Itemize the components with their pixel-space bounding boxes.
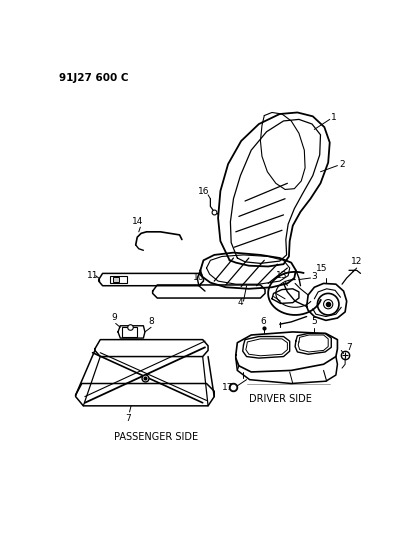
- Text: DRIVER SIDE: DRIVER SIDE: [249, 393, 312, 403]
- Text: 17: 17: [222, 383, 234, 392]
- Text: 5: 5: [311, 317, 317, 326]
- Text: 8: 8: [148, 317, 154, 326]
- Text: 16: 16: [198, 187, 209, 196]
- Text: 4: 4: [238, 298, 243, 307]
- Text: PASSENGER SIDE: PASSENGER SIDE: [114, 432, 198, 442]
- Text: 13: 13: [276, 271, 288, 280]
- Text: 12: 12: [351, 257, 363, 265]
- Text: 7: 7: [346, 343, 352, 352]
- Text: 9: 9: [111, 313, 117, 322]
- Text: 14: 14: [131, 216, 143, 225]
- Text: 1: 1: [331, 114, 337, 123]
- Bar: [122, 327, 137, 336]
- Text: 7: 7: [125, 414, 131, 423]
- Text: 15: 15: [316, 264, 328, 273]
- Text: 11: 11: [87, 271, 98, 280]
- Text: 6: 6: [261, 317, 267, 326]
- Text: 3: 3: [311, 272, 317, 281]
- Bar: [112, 277, 119, 282]
- Text: 2: 2: [339, 159, 344, 168]
- Bar: [110, 276, 127, 284]
- Text: 91J27 600 C: 91J27 600 C: [59, 73, 128, 83]
- Text: 10: 10: [193, 273, 205, 282]
